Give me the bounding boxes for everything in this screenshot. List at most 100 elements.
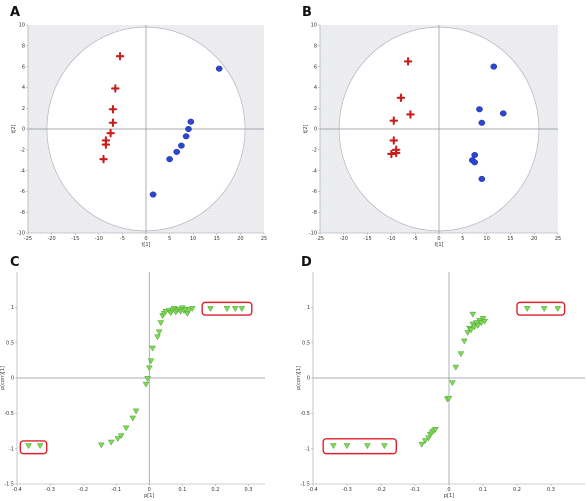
x-tick-label: -15	[71, 236, 79, 242]
y-tick-label: -10	[17, 231, 25, 237]
data-point-green-triangle	[155, 329, 163, 336]
data-point-green-triangle	[117, 433, 125, 440]
data-point-blue-circle	[149, 191, 157, 198]
x-tick-label: 5	[168, 236, 171, 242]
data-point-green-triangle	[449, 380, 456, 387]
data-point-blue-circle	[178, 142, 185, 149]
x-tick-label: -15	[364, 236, 372, 242]
data-point-green-triangle	[471, 324, 478, 331]
data-point-red-cross	[389, 116, 399, 125]
data-point-green-triangle	[157, 320, 165, 327]
y-tick-label: 0	[22, 127, 25, 133]
x-tick-label: -5	[120, 236, 125, 242]
x-tick-label: -10	[95, 236, 103, 242]
y-tick-label: -4	[20, 168, 25, 174]
data-point-green-triangle	[132, 408, 140, 415]
data-point-green-triangle	[149, 345, 156, 352]
data-point-blue-circle	[173, 148, 181, 155]
y-axis-label: p(corr)[1]	[0, 366, 6, 390]
y-tick-label: 8	[314, 44, 317, 50]
x-tick-label: 5	[461, 236, 464, 242]
y-tick-label: 0	[314, 127, 317, 133]
data-point-green-triangle	[25, 443, 32, 450]
x-tick-label: 25	[261, 236, 267, 242]
data-point-green-triangle	[147, 358, 155, 365]
data-point-green-triangle	[452, 364, 460, 371]
y-tick-label: -0.5	[4, 411, 14, 417]
data-point-green-triangle	[432, 427, 439, 433]
data-point-green-triangle	[142, 381, 150, 388]
data-point-blue-circle	[471, 151, 479, 159]
x-tick-label: -0.4	[12, 487, 22, 493]
x-tick-label: -5	[413, 236, 418, 242]
data-point-red-cross	[115, 51, 125, 61]
highlight-box	[322, 438, 398, 455]
x-tick-label: 0	[148, 487, 151, 493]
data-point-red-cross	[106, 128, 115, 138]
data-point-blue-circle	[166, 156, 173, 163]
data-point-green-triangle	[36, 443, 44, 450]
x-tick-label: 0	[437, 236, 440, 242]
data-point-red-cross	[101, 140, 111, 149]
data-point-blue-circle	[187, 118, 195, 125]
y-tick-label: 10	[19, 23, 25, 29]
data-point-green-triangle	[445, 395, 453, 402]
data-point-green-triangle	[472, 320, 480, 327]
data-point-green-triangle	[523, 306, 531, 313]
data-point-green-triangle	[122, 425, 130, 432]
panel-a: A-25 -20 -15 -10 -5 0 5 10 15 20 251086420-2-4-6-8…	[10, 5, 267, 248]
x-tick-label: 15	[507, 236, 513, 242]
y-tick-label: 8	[22, 44, 25, 50]
y-tick-label: 1	[307, 305, 310, 311]
y-axis-label: t[2]	[11, 124, 17, 133]
y-tick-label: -2	[20, 148, 25, 154]
data-point-green-triangle	[554, 306, 562, 313]
data-point-red-cross	[111, 84, 120, 93]
x-tick-label: 0.1	[178, 487, 186, 493]
x-tick-label: 0.2	[211, 487, 219, 493]
data-point-green-triangle	[343, 443, 351, 450]
x-tick-label: -20	[48, 236, 56, 242]
data-point-blue-circle	[471, 159, 479, 166]
data-point-red-cross	[99, 154, 108, 164]
panel-b: B-25 -20 -15 -10 -5 0 5 10 15 20 251086420-2-4-6-8…	[302, 5, 561, 248]
data-point-green-triangle	[231, 306, 239, 313]
highlight-box	[516, 301, 566, 316]
y-tick-label: -1.5	[300, 482, 310, 488]
panel-letter: A	[10, 5, 20, 20]
data-point-green-triangle	[460, 338, 468, 345]
y-tick-label: -2	[312, 148, 317, 154]
y-axis-label: p(corr)[1]	[296, 366, 302, 390]
data-point-green-triangle	[114, 436, 122, 443]
data-point-blue-circle	[478, 175, 486, 182]
data-point-green-triangle	[457, 351, 465, 358]
x-axis-label: p[1]	[144, 493, 154, 499]
data-point-green-triangle	[477, 320, 485, 327]
x-tick-label: 20	[531, 236, 537, 242]
y-tick-label: 0.5	[302, 340, 310, 346]
y-tick-label: 2	[314, 106, 317, 112]
data-point-green-triangle	[154, 334, 161, 341]
data-point-green-triangle	[185, 307, 193, 314]
data-point-red-cross	[108, 104, 118, 114]
panel-letter: C	[10, 255, 20, 270]
x-tick-label: 0	[144, 236, 147, 242]
data-point-green-triangle	[107, 439, 115, 446]
data-point-green-triangle	[330, 443, 337, 450]
data-point-blue-circle	[499, 110, 507, 117]
data-point-green-triangle	[364, 443, 371, 450]
data-point-green-triangle	[479, 316, 487, 322]
y-tick-label: -1	[9, 446, 14, 452]
data-point-green-triangle	[207, 306, 214, 313]
x-tick-label: 10	[483, 236, 489, 242]
y-tick-label: 4	[22, 85, 25, 91]
panel-c: C -0.4 -0.3 -0.2 -0.1 0 0.1 0.2 0.3 1 0.5 0 -0.5 -1 -1…	[0, 255, 265, 499]
y-tick-label: -4	[312, 168, 317, 174]
x-tick-label: 0.2	[513, 487, 521, 493]
x-tick-label: -0.2	[376, 487, 386, 493]
y-tick-label: -1	[305, 446, 310, 452]
data-point-blue-circle	[476, 106, 483, 113]
data-point-blue-circle	[185, 125, 192, 133]
data-point-green-triangle	[238, 306, 246, 313]
data-point-green-triangle	[223, 306, 231, 313]
